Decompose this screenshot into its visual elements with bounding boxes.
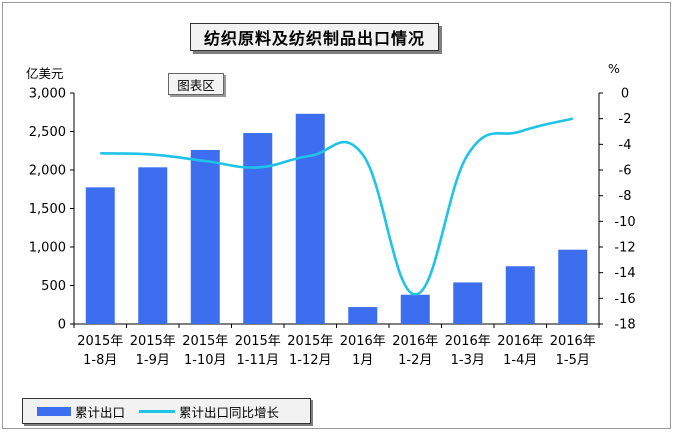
legend-line-label: 累计出口同比增长 [179, 404, 280, 420]
x-tick-label-year: 2016年 [497, 334, 543, 349]
x-tick-label-period: 1-9月 [136, 353, 170, 368]
bar [138, 167, 168, 324]
x-tick-label-period: 1-12月 [289, 353, 332, 368]
x-tick-label-period: 1-11月 [236, 353, 279, 368]
x-tick-label-year: 2016年 [392, 334, 438, 349]
right-tick-label: -8 [619, 189, 632, 204]
right-tick-label: -2 [619, 112, 632, 127]
left-tick-label: 1,000 [29, 241, 66, 256]
x-tick-label-period: 1-10月 [184, 353, 227, 368]
bar [348, 307, 378, 324]
x-tick-label-year: 2015年 [235, 334, 281, 349]
chart-title: 纺织原料及纺织制品出口情况 [203, 29, 425, 48]
x-tick-label-year: 2016年 [550, 334, 596, 349]
x-tick-label-period: 1-3月 [451, 353, 485, 368]
right-axis-unit: % [608, 61, 620, 76]
left-tick-label: 500 [41, 279, 66, 294]
right-tick-label: -6 [619, 164, 632, 179]
right-tick-label: -14 [614, 266, 635, 281]
bar [295, 113, 325, 324]
x-tick-label-year: 2015年 [182, 334, 228, 349]
x-tick-label-year: 2016年 [340, 334, 386, 349]
x-tick-label-year: 2015年 [287, 334, 333, 349]
growth-line [100, 117, 574, 296]
chart-title-box: 纺织原料及纺织制品出口情况 [190, 23, 439, 51]
right-tick-label: -12 [614, 241, 635, 256]
left-tick-label: 1,500 [29, 202, 66, 217]
x-tick-label-period: 1-4月 [503, 353, 537, 368]
x-tick-label-year: 2016年 [445, 334, 491, 349]
bar [85, 187, 115, 324]
left-tick-label: 3,000 [29, 87, 66, 102]
legend-line-swatch [139, 409, 176, 413]
legend-bar-swatch [37, 406, 71, 416]
bar [558, 249, 588, 324]
chart-area-chip[interactable]: 图表区 [168, 73, 224, 95]
right-tick-label: -18 [614, 318, 635, 333]
left-tick-label: 0 [58, 318, 66, 333]
x-tick-label-year: 2015年 [77, 334, 123, 349]
right-tick-label: 0 [621, 87, 629, 102]
bars-layer [85, 113, 588, 324]
legend: 累计出口 累计出口同比增长 [22, 398, 311, 424]
right-tick-label: -16 [614, 292, 635, 307]
labels-layer: 0 500 1,000 1,500 2,000 2,500 3,000 0 -2 -4 -6 -8 -1… [29, 87, 636, 369]
x-tick-label-period: 1月 [352, 353, 373, 368]
left-tick-label: 2,500 [29, 125, 66, 140]
x-tick-label-period: 1-8月 [83, 353, 117, 368]
bar [505, 266, 535, 324]
bar [400, 294, 430, 324]
right-tick-label: -4 [619, 138, 632, 153]
legend-bar-label: 累计出口 [75, 404, 126, 420]
left-tick-label: 2,000 [29, 164, 66, 179]
x-tick-label-period: 1-2月 [398, 353, 432, 368]
left-axis-unit: 亿美元 [26, 66, 64, 81]
bar [190, 149, 220, 324]
bar [453, 282, 483, 324]
x-tick-label-period: 1-5月 [556, 353, 590, 368]
right-tick-label: -10 [614, 215, 635, 230]
bar [243, 133, 273, 324]
x-tick-label-year: 2015年 [130, 334, 176, 349]
